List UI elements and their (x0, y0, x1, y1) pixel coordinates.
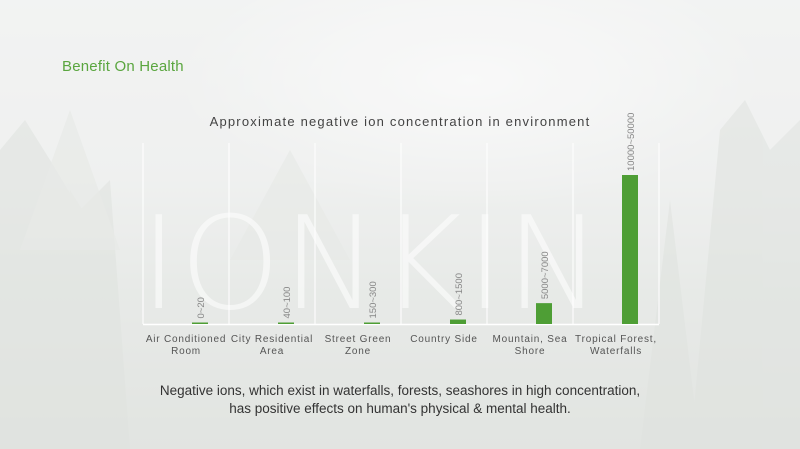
category-label: Mountain, Sea (493, 334, 568, 345)
bar (192, 322, 208, 324)
data-label: 800~1500 (454, 273, 465, 316)
bar (364, 322, 380, 324)
data-label: 0~20 (196, 297, 207, 318)
page-title: Benefit On Health (62, 58, 184, 75)
category-label: Waterfalls (590, 346, 642, 357)
bar (450, 319, 466, 324)
category-label: Tropical Forest, (575, 334, 657, 345)
chart-title: Approximate negative ion concentration i… (209, 114, 591, 129)
bar (622, 175, 638, 324)
caption: Negative ions, which exist in waterfalls… (0, 382, 800, 418)
data-label: 10000~50000 (626, 113, 637, 171)
watermark-text: IONKIN (140, 195, 604, 335)
category-label: Country Side (410, 334, 477, 345)
caption-line-1: Negative ions, which exist in waterfalls… (159, 383, 641, 398)
category-label: Zone (345, 346, 371, 357)
data-label: 40~100 (282, 287, 293, 319)
category-label: Room (171, 346, 201, 357)
category-label: Shore (515, 346, 546, 357)
category-label: City Residential (231, 334, 313, 345)
category-label: Air Conditioned (146, 334, 226, 345)
caption-line-2: has positive effects on human's physical… (229, 401, 571, 416)
bar (536, 303, 552, 324)
category-label: Area (260, 346, 284, 357)
category-label: Street Green (325, 334, 392, 345)
bar (278, 322, 294, 324)
data-label: 5000~7000 (540, 251, 551, 299)
data-label: 150~300 (368, 281, 379, 318)
